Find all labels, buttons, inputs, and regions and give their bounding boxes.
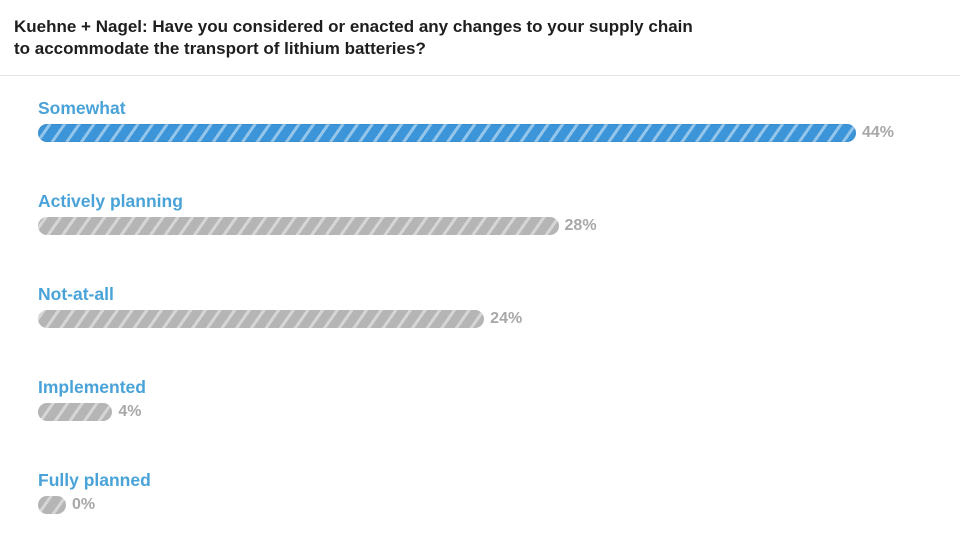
poll-question-line-2: to accommodate the transport of lithium … [14,39,426,58]
result-bar [38,496,66,514]
option-label: Implemented [38,377,146,397]
result-bar [38,124,856,142]
percent-label: 0% [72,496,96,513]
poll-question-line-1: Kuehne + Nagel: Have you considered or e… [14,17,693,36]
percent-label: 28% [564,217,597,234]
result-bar [38,217,559,235]
result-bar [38,310,485,328]
result-bar [38,403,113,421]
poll-option-fully-planned: Fully planned 0% [38,470,938,530]
option-label: Not-at-all [38,284,114,304]
poll-question: Kuehne + Nagel: Have you considered or e… [14,16,914,60]
percent-label: 24% [490,310,523,327]
percent-label: 4% [118,403,142,420]
option-label: Somewhat [38,98,126,118]
option-label: Actively planning [38,191,183,211]
poll-option-not-at-all: Not-at-all 24% [38,284,938,344]
poll-option-somewhat: Somewhat 44% [38,98,938,158]
option-label: Fully planned [38,470,151,490]
poll-option-actively-planning: Actively planning 28% [38,191,938,251]
poll-option-implemented: Implemented 4% [38,377,938,437]
poll-header: Kuehne + Nagel: Have you considered or e… [0,0,960,76]
percent-label: 44% [862,124,895,141]
